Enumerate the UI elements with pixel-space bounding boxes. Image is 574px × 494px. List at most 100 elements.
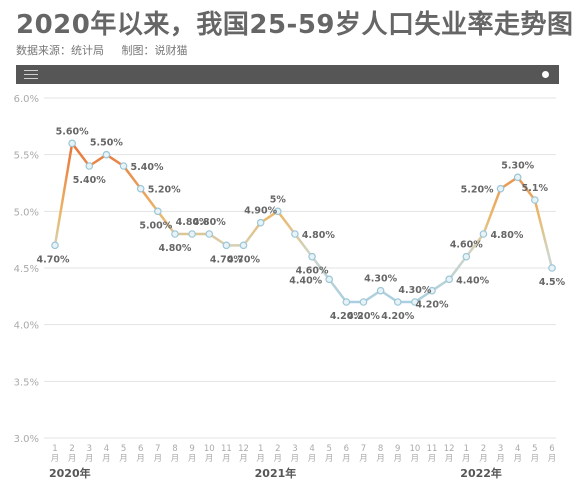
- y-tick-label: 5.0%: [14, 207, 39, 218]
- data-point: [85, 162, 94, 170]
- data-point: [222, 241, 231, 250]
- data-point: [376, 286, 385, 295]
- data-label: 4.20%: [416, 300, 449, 311]
- data-label: 4.70%: [210, 254, 243, 265]
- data-label: 4.80%: [302, 230, 335, 241]
- year-label: 2021年: [255, 466, 297, 480]
- data-point: [359, 298, 368, 306]
- data-label: 4.90%: [244, 206, 277, 217]
- x-tick-label: 10 月: [204, 444, 215, 464]
- y-tick-label: 6.0%: [14, 94, 39, 105]
- chart-maker-label: 制图：说财猫: [121, 44, 188, 57]
- data-point: [171, 230, 179, 238]
- data-source-label: 数据来源：统计局: [16, 44, 104, 57]
- data-point: [325, 275, 334, 284]
- data-label: 4.20%: [330, 311, 363, 322]
- data-label: 4.80%: [176, 217, 209, 228]
- data-label: 4.5%: [539, 277, 566, 288]
- data-label: 5.40%: [131, 162, 164, 173]
- data-label: 4.80%: [158, 243, 191, 254]
- data-label: 5.20%: [148, 185, 181, 196]
- data-point: [102, 150, 111, 159]
- circle-dot-icon: [542, 71, 549, 78]
- year-label: 2020年: [49, 466, 91, 480]
- data-label: 4.40%: [456, 275, 489, 286]
- data-point: [548, 264, 556, 272]
- data-label: 5.00%: [139, 220, 172, 231]
- data-label: 5%: [270, 194, 287, 205]
- hamburger-menu-icon[interactable]: [24, 70, 38, 79]
- data-label: 5.60%: [56, 126, 89, 137]
- x-tick-label: 10 月: [409, 444, 420, 464]
- data-label: 5.40%: [73, 175, 106, 186]
- x-tick-label: 12 月: [444, 444, 455, 464]
- page-title: 2020年以来，我国25-59岁人口失业率走势图: [16, 10, 574, 40]
- data-label: 4.30%: [398, 285, 431, 296]
- data-point: [291, 230, 299, 238]
- data-point: [411, 298, 419, 306]
- data-point: [308, 252, 316, 261]
- data-label: 5.1%: [522, 183, 549, 194]
- data-point: [136, 184, 145, 193]
- data-label: 5.50%: [90, 138, 123, 149]
- x-tick-label: 12 月: [238, 444, 249, 464]
- x-tick-label: 11 月: [221, 444, 232, 464]
- data-label: 4.20%: [381, 311, 414, 322]
- data-label: 4.30%: [364, 274, 397, 285]
- data-point: [428, 286, 436, 295]
- data-point: [154, 207, 162, 216]
- data-point: [342, 298, 351, 306]
- data-point: [119, 162, 128, 170]
- data-point: [531, 196, 539, 204]
- data-point: [256, 218, 265, 227]
- data-point: [51, 241, 59, 250]
- data-point: [462, 252, 471, 261]
- data-label: 4.80%: [490, 230, 523, 241]
- data-label: 4.60%: [450, 240, 483, 251]
- data-label: 4.60%: [296, 266, 329, 277]
- data-label: 4.70%: [37, 254, 70, 265]
- data-point: [479, 230, 488, 238]
- y-tick-label: 5.5%: [14, 151, 39, 162]
- chart-toolbar: [16, 65, 559, 84]
- y-tick-label: 3.5%: [14, 377, 39, 388]
- series-line: [53, 142, 554, 304]
- y-tick-label: 3.0%: [14, 434, 39, 445]
- data-point: [205, 230, 214, 238]
- data-point: [273, 207, 282, 216]
- year-label: 2022年: [460, 466, 502, 480]
- y-tick-label: 4.5%: [14, 264, 39, 275]
- data-label: 4.40%: [289, 275, 322, 286]
- data-label: 4.70%: [227, 254, 260, 265]
- data-point: [239, 241, 248, 250]
- source-line: 数据来源：统计局 制图：说财猫: [16, 42, 202, 58]
- data-label: 5.30%: [501, 160, 534, 171]
- data-label: 5.20%: [461, 185, 494, 196]
- x-tick-label: 11 月: [427, 444, 438, 464]
- data-point: [188, 230, 196, 238]
- data-point: [445, 275, 453, 284]
- data-label: 4.80%: [193, 217, 226, 228]
- data-point: [513, 173, 522, 182]
